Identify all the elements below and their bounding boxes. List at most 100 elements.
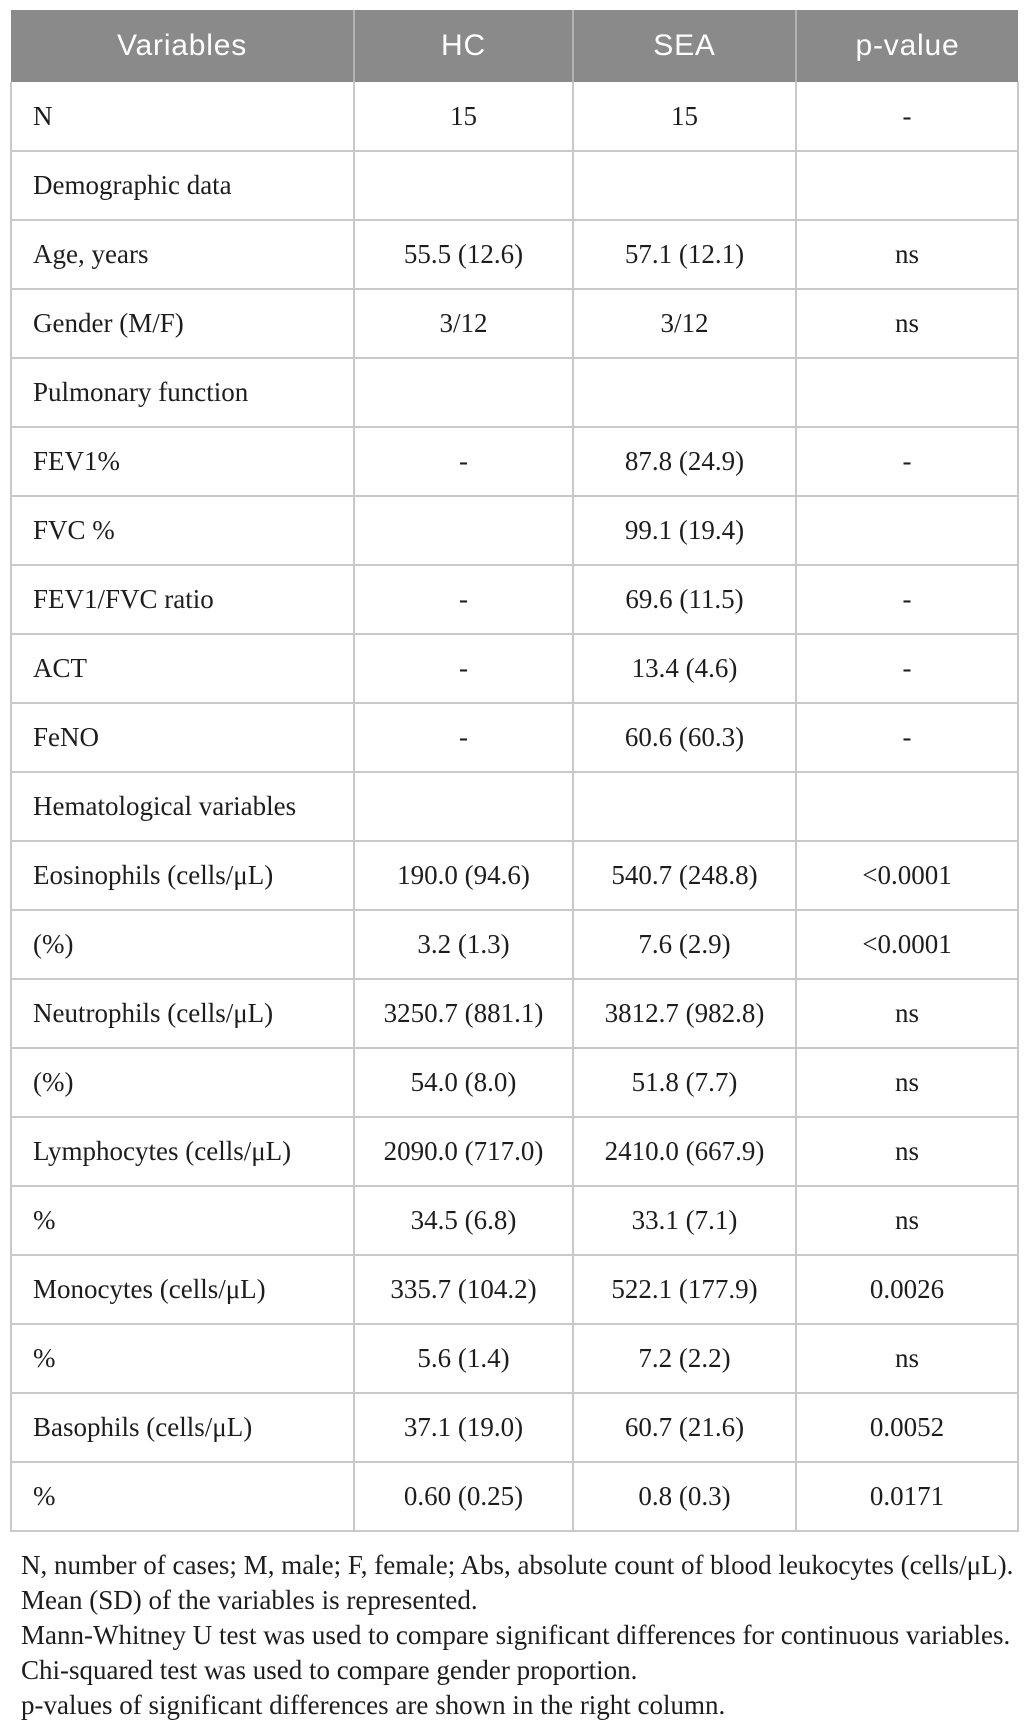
cell-sea: 69.6 (11.5) xyxy=(572,564,797,635)
cell-hc xyxy=(353,495,574,566)
table-row: Neutrophils (cells/μL) 3250.7 (881.1) 3812… xyxy=(10,978,1019,1049)
cell-hc xyxy=(353,357,574,428)
cell-pvalue: - xyxy=(795,633,1019,704)
cell-pvalue: 0.0052 xyxy=(795,1392,1019,1463)
cell-pvalue: ns xyxy=(795,219,1019,290)
table-row: Demographic data xyxy=(10,150,1019,221)
table-row: (%) 3.2 (1.3) 7.6 (2.9) <0.0001 xyxy=(10,909,1019,980)
cell-pvalue: <0.0001 xyxy=(795,840,1019,911)
cell-pvalue: 0.0026 xyxy=(795,1254,1019,1325)
footnote-line: Chi-squared test was used to compare gen… xyxy=(21,1655,638,1685)
cell-pvalue: ns xyxy=(795,288,1019,359)
table-row: FEV1% -87.8 (24.9) - xyxy=(10,426,1019,497)
cell-variables: Monocytes (cells/μL) xyxy=(10,1254,355,1325)
cell-variables: Demographic data xyxy=(10,150,355,221)
cell-variables: FVC % xyxy=(10,495,355,566)
footnote-line: Mann-Whitney U test was used to compare … xyxy=(21,1620,1011,1650)
cell-pvalue: ns xyxy=(795,1323,1019,1394)
table-row: % 5.6 (1.4) 7.2 (2.2) ns xyxy=(10,1323,1019,1394)
table-row: ACT -13.4 (4.6) - xyxy=(10,633,1019,704)
table-row: % 0.60 (0.25) 0.8 (0.3) 0.0171 xyxy=(10,1461,1019,1532)
cell-hc: 54.0 (8.0) xyxy=(353,1047,574,1118)
cell-sea: 7.2 (2.2) xyxy=(572,1323,797,1394)
cell-sea: 99.1 (19.4) xyxy=(572,495,797,566)
cell-hc: 0.60 (0.25) xyxy=(353,1461,574,1532)
cell-variables: (%) xyxy=(10,1047,355,1118)
cell-variables: Gender (M/F) xyxy=(10,288,355,359)
table-header: Variables HC SEA p-value xyxy=(11,10,1018,82)
cell-sea: 0.8 (0.3) xyxy=(572,1461,797,1532)
table-row: N 15 15- xyxy=(10,82,1019,152)
cell-hc: - xyxy=(353,702,574,773)
column-header-pvalue: p-value xyxy=(795,10,1018,82)
table-row: Age, years 55.5 (12.6) 57.1 (12.1) ns xyxy=(10,219,1019,290)
cell-sea: 60.7 (21.6) xyxy=(572,1392,797,1463)
cell-variables: FEV1/FVC ratio xyxy=(10,564,355,635)
comparison-table: Variables HC SEA p-value N 15 15- Demograph… xyxy=(10,10,1019,1532)
table-body: N 15 15- Demographic data Age, years 55.5 (12… xyxy=(10,82,1019,1532)
cell-sea xyxy=(572,771,797,842)
cell-pvalue: ns xyxy=(795,1047,1019,1118)
cell-variables: Eosinophils (cells/μL) xyxy=(10,840,355,911)
cell-hc: 2090.0 (717.0) xyxy=(353,1116,574,1187)
cell-pvalue: - xyxy=(795,564,1019,635)
cell-variables: Age, years xyxy=(10,219,355,290)
cell-sea: 57.1 (12.1) xyxy=(572,219,797,290)
cell-sea: 7.6 (2.9) xyxy=(572,909,797,980)
cell-variables: % xyxy=(10,1185,355,1256)
cell-variables: Lymphocytes (cells/μL) xyxy=(10,1116,355,1187)
cell-sea: 2410.0 (667.9) xyxy=(572,1116,797,1187)
table-row: Basophils (cells/μL) 37.1 (19.0) 60.7 (21.… xyxy=(10,1392,1019,1463)
cell-variables: Neutrophils (cells/μL) xyxy=(10,978,355,1049)
table-row: FVC % 99.1 (19.4) xyxy=(10,495,1019,566)
table-row: Pulmonary function xyxy=(10,357,1019,428)
cell-pvalue xyxy=(795,150,1019,221)
cell-sea: 13.4 (4.6) xyxy=(572,633,797,704)
cell-hc: 190.0 (94.6) xyxy=(353,840,574,911)
column-header-variables: Variables xyxy=(11,10,354,82)
cell-sea: 3812.7 (982.8) xyxy=(572,978,797,1049)
table-row: Eosinophils (cells/μL) 190.0 (94.6) 540.7 … xyxy=(10,840,1019,911)
cell-pvalue: - xyxy=(795,426,1019,497)
cell-variables: FEV1% xyxy=(10,426,355,497)
cell-hc: 3/12 xyxy=(353,288,574,359)
footnote-line: p-values of significant differences are … xyxy=(21,1690,726,1720)
cell-pvalue: <0.0001 xyxy=(795,909,1019,980)
cell-hc: 3250.7 (881.1) xyxy=(353,978,574,1049)
cell-variables: FeNO xyxy=(10,702,355,773)
cell-pvalue xyxy=(795,357,1019,428)
cell-sea xyxy=(572,150,797,221)
cell-hc: - xyxy=(353,564,574,635)
table-row: (%) 54.0 (8.0) 51.8 (7.7) ns xyxy=(10,1047,1019,1118)
cell-sea: 33.1 (7.1) xyxy=(572,1185,797,1256)
table-row: Monocytes (cells/μL) 335.7 (104.2) 522.1 (… xyxy=(10,1254,1019,1325)
cell-pvalue xyxy=(795,495,1019,566)
cell-hc: 55.5 (12.6) xyxy=(353,219,574,290)
cell-hc: 15 xyxy=(353,82,574,152)
cell-pvalue: - xyxy=(795,702,1019,773)
cell-pvalue: ns xyxy=(795,1185,1019,1256)
cell-hc: 5.6 (1.4) xyxy=(353,1323,574,1394)
cell-pvalue xyxy=(795,771,1019,842)
header-row: Variables HC SEA p-value xyxy=(11,10,1018,82)
cell-sea: 87.8 (24.9) xyxy=(572,426,797,497)
cell-variables: (%) xyxy=(10,909,355,980)
cell-sea: 3/12 xyxy=(572,288,797,359)
column-header-sea: SEA xyxy=(572,10,796,82)
cell-hc xyxy=(353,771,574,842)
cell-variables: Basophils (cells/μL) xyxy=(10,1392,355,1463)
cell-sea: 15 xyxy=(572,82,797,152)
footnotes: N, number of cases; M, male; F, female; … xyxy=(21,1548,1017,1723)
cell-hc: 335.7 (104.2) xyxy=(353,1254,574,1325)
cell-variables: Pulmonary function xyxy=(10,357,355,428)
table-row: Gender (M/F) 3/12 3/12 ns xyxy=(10,288,1019,359)
cell-hc: 37.1 (19.0) xyxy=(353,1392,574,1463)
cell-pvalue: ns xyxy=(795,978,1019,1049)
column-header-hc: HC xyxy=(353,10,573,82)
table-row: FeNO -60.6 (60.3) - xyxy=(10,702,1019,773)
cell-sea: 522.1 (177.9) xyxy=(572,1254,797,1325)
table-row: FEV1/FVC ratio -69.6 (11.5) - xyxy=(10,564,1019,635)
cell-variables: N xyxy=(10,82,355,152)
footnote-line: N, number of cases; M, male; F, female; … xyxy=(21,1550,1014,1580)
cell-pvalue: - xyxy=(795,82,1019,152)
